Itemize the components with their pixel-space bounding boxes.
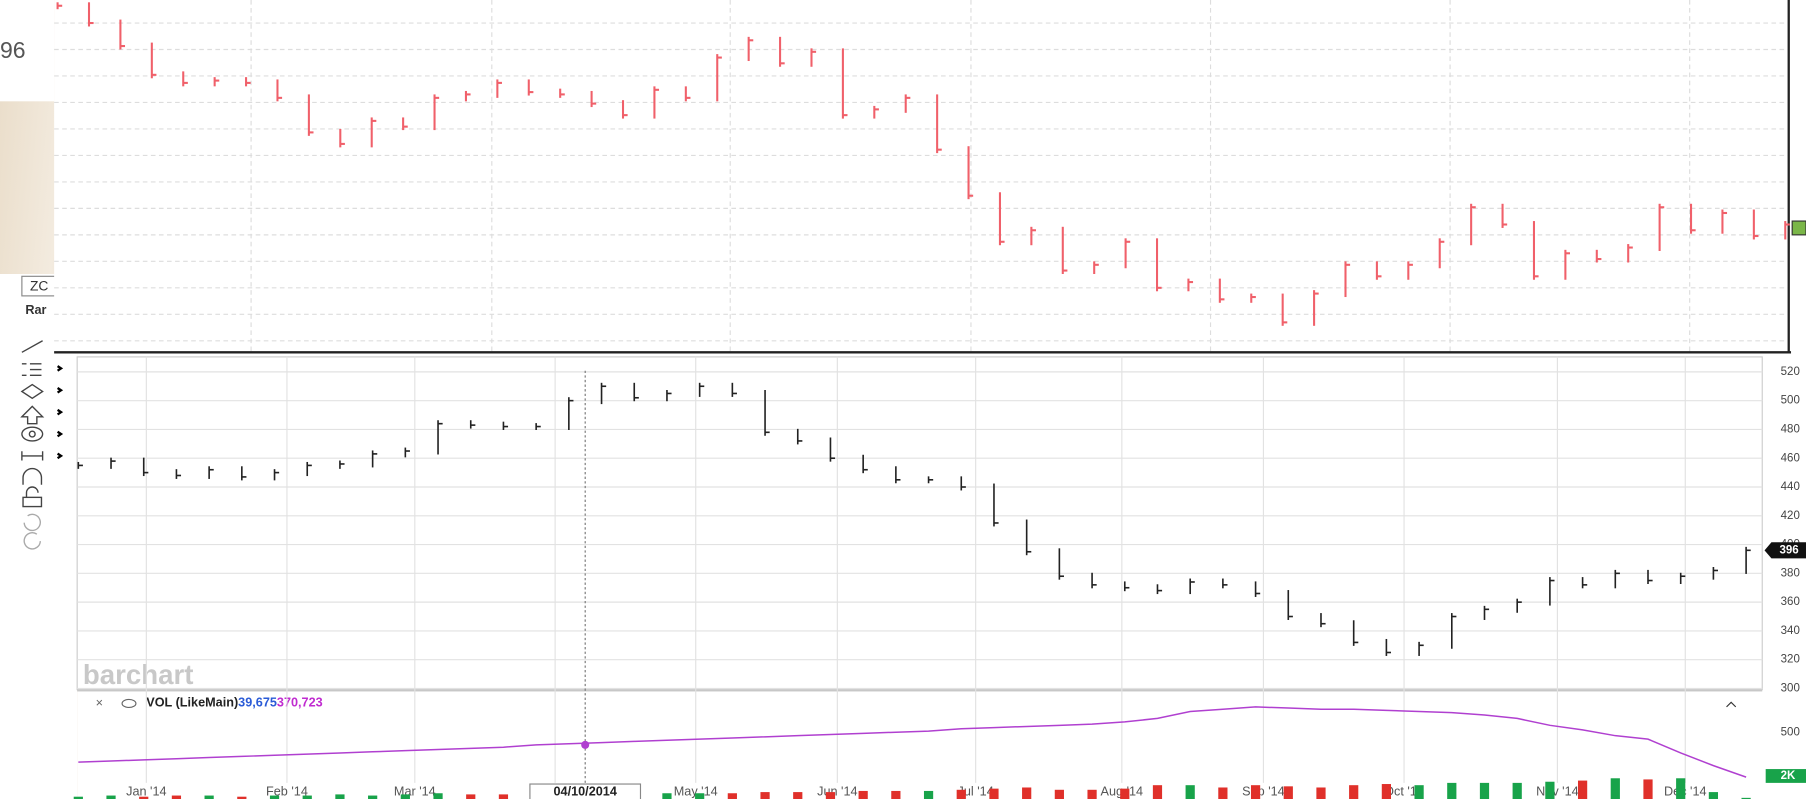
x-tick-label: Sep '14 [1242,784,1285,798]
y-tick-label: 380 [1781,567,1800,579]
volume-bar [826,792,835,799]
volume-bar [728,793,737,799]
symbol: ZC [30,277,48,293]
volume-bar [1349,785,1358,799]
volume-bar [205,796,214,799]
volume-bar [891,791,900,799]
volume-bar [1414,785,1423,799]
volume-bar [1545,782,1554,799]
volume-bar [1284,786,1293,799]
y-tick-label: 320 [1781,654,1800,666]
y-tick-label: 480 [1781,423,1800,435]
volume-bar [957,790,966,799]
volume-bar [1055,790,1064,799]
price-panel [77,357,1762,690]
volume-bar [466,794,475,799]
volume-bar [368,796,377,799]
y-tick-label: 500 [1781,395,1800,407]
last-value: 396 [1780,544,1799,556]
volume-bar [499,794,508,799]
vol-axis-label: 2K [1781,770,1796,782]
crosshair-date: 04/10/2014 [554,784,617,798]
collapse-button[interactable] [1727,702,1736,707]
volume-bar [1251,785,1260,799]
y-tick-label: 420 [1781,510,1800,522]
volume-bar [106,796,115,799]
volume-bar [1611,778,1620,799]
y-tick-label: 360 [1781,596,1800,608]
vol-title: VOL (LikeMain)39,675370,723 [146,696,322,710]
y-tick-label: 520 [1781,366,1800,378]
top-last-marker [1792,221,1806,235]
volume-bar [1120,789,1129,799]
volume-bar [1676,778,1685,799]
vol-axis-label: 500 [1781,726,1800,738]
volume-bar [1643,779,1652,799]
y-tick-label: 460 [1781,452,1800,464]
volume-bar [1087,790,1096,799]
volume-bar [662,793,671,799]
volume-bar [1578,781,1587,799]
volume-bar [433,793,442,799]
volume-bar [1186,785,1195,799]
x-tick-label: Mar '14 [394,784,436,798]
volume-bar [1382,784,1391,799]
volume-bar [924,791,933,799]
volume-bar [1513,783,1522,799]
top-chart-panel [54,0,1791,352]
volume-bar [172,796,181,799]
close-icon[interactable]: × [96,696,103,710]
volume-bar [1153,785,1162,799]
y-tick-label: 300 [1781,683,1800,695]
volume-bar [1447,783,1456,799]
range-fragment: Rar [25,303,46,317]
volume-bar [695,793,704,799]
screenshot: 96 ZC Rar barchart × VOL (LikeMain)39,67… [0,0,1806,799]
volume-bar [1022,787,1031,799]
volume-bar [270,796,279,799]
price-fragment: 96 [0,37,26,63]
crosshair-dot [581,741,589,749]
volume-bar [1480,783,1489,799]
volume-bar [303,796,312,799]
open-interest-line [78,707,1746,777]
volume-bar [1709,792,1718,799]
watermark: barchart [83,659,194,690]
volume-bar [793,792,802,799]
x-tick-label: Jun '14 [817,784,857,798]
volume-bar [760,792,769,799]
y-tick-label: 440 [1781,481,1800,493]
x-tick-label: Nov '14 [1536,784,1579,798]
y-tick-label: 340 [1781,625,1800,637]
volume-bar [989,789,998,799]
page: 96 ZC Rar barchart × VOL (LikeMain)39,67… [0,0,1806,799]
volume-bar [1218,787,1227,799]
volume-bar [859,791,868,799]
volume-bar [401,794,410,799]
x-tick-label: Jan '14 [126,784,166,798]
eye-icon[interactable] [122,699,136,707]
volume-bar [335,794,344,799]
volume-bar [1316,787,1325,799]
